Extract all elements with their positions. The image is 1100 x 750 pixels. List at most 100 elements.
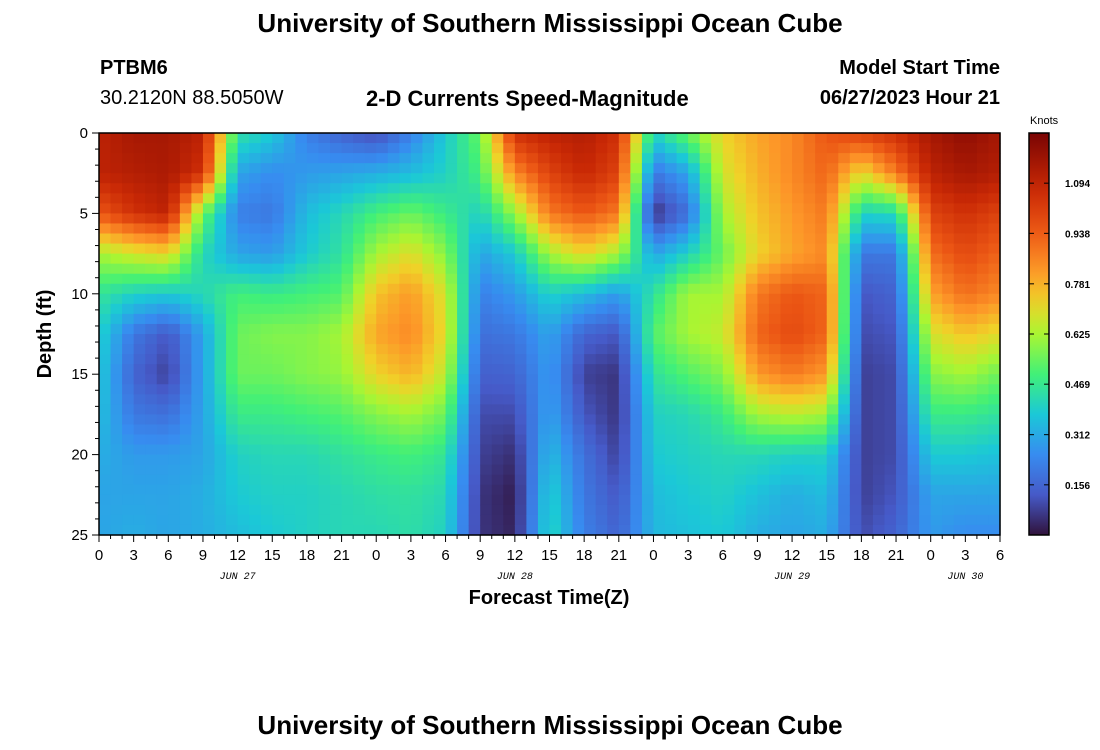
heatmap-cell — [156, 414, 169, 426]
heatmap-cell — [699, 233, 712, 245]
heatmap-cell — [988, 253, 1001, 265]
heatmap-cell — [572, 313, 585, 325]
heatmap-cell — [803, 394, 816, 405]
heatmap-cell — [792, 263, 805, 275]
heatmap-cell — [168, 504, 181, 516]
heatmap-cell — [676, 173, 689, 184]
heatmap-cell — [341, 233, 354, 245]
heatmap-cell — [618, 354, 631, 365]
heatmap-cell — [99, 263, 112, 275]
heatmap-cell — [699, 354, 712, 365]
heatmap-cell — [734, 283, 747, 295]
heatmap-cell — [318, 203, 331, 214]
heatmap-cell — [780, 233, 793, 245]
heatmap-cell — [872, 233, 886, 245]
heatmap-cell — [480, 153, 493, 164]
heatmap-cell — [757, 474, 770, 486]
heatmap-cell — [618, 524, 631, 536]
heatmap-cell — [699, 133, 712, 144]
heatmap-cell — [422, 334, 435, 345]
heatmap-cell — [595, 303, 608, 315]
heatmap-cell — [526, 384, 539, 395]
heatmap-cell — [283, 173, 296, 184]
heatmap-cell — [861, 334, 874, 345]
heatmap-cell — [283, 143, 296, 154]
heatmap-cell — [768, 454, 782, 466]
heatmap-cell — [849, 283, 862, 295]
heatmap-cell — [145, 173, 158, 184]
heatmap-cell — [330, 384, 343, 395]
heatmap-cell — [122, 404, 135, 415]
heatmap-cell — [457, 233, 470, 245]
heatmap-cell — [422, 253, 435, 265]
heatmap-cell — [919, 243, 932, 255]
heatmap-cell — [665, 414, 678, 426]
heatmap-cell — [156, 173, 169, 184]
heatmap-cell — [260, 404, 273, 415]
model-start-value: 06/27/2023 Hour 21 — [819, 87, 1000, 109]
heatmap-cell — [792, 354, 805, 365]
heatmap-cell — [249, 163, 262, 174]
heatmap-cell — [110, 173, 123, 184]
heatmap-cell — [330, 213, 343, 225]
heatmap-cell — [99, 303, 112, 315]
heatmap-cell — [364, 424, 377, 436]
heatmap-cell — [226, 233, 239, 245]
heatmap-cell — [757, 233, 770, 245]
heatmap-cell — [872, 213, 886, 225]
heatmap-cell — [711, 283, 724, 295]
heatmap-cell — [214, 193, 227, 204]
heatmap-cell — [919, 494, 932, 506]
heatmap-cell — [630, 143, 643, 154]
heatmap-cell — [457, 374, 470, 385]
heatmap-cell — [376, 504, 389, 516]
heatmap-cell — [849, 394, 862, 405]
heatmap-cell — [561, 183, 574, 194]
heatmap-cell — [653, 364, 666, 375]
heatmap-cell — [699, 484, 712, 496]
heatmap-cell — [976, 223, 990, 235]
heatmap-cell — [249, 253, 262, 265]
heatmap-cell — [191, 273, 204, 285]
heatmap-cell — [792, 283, 805, 295]
heatmap-cell — [214, 303, 227, 315]
heatmap-cell — [676, 474, 689, 486]
heatmap-cell — [145, 364, 158, 375]
heatmap-cell — [572, 494, 585, 506]
heatmap-cell — [156, 203, 169, 214]
heatmap-cell — [156, 153, 169, 164]
heatmap-cell — [364, 163, 377, 174]
heatmap-cell — [653, 223, 666, 235]
heatmap-cell — [133, 364, 146, 375]
heatmap-cell — [838, 153, 851, 164]
heatmap-cell — [503, 183, 516, 194]
heatmap-cell — [445, 494, 458, 506]
heatmap-cell — [410, 364, 424, 375]
heatmap-cell — [699, 143, 712, 154]
heatmap-cell — [468, 374, 481, 385]
heatmap-cell — [99, 283, 112, 295]
heatmap-cell — [272, 454, 285, 466]
heatmap-cell — [179, 374, 193, 385]
heatmap-cell — [330, 223, 343, 235]
heatmap-cell — [780, 474, 793, 486]
heatmap-cell — [803, 133, 816, 144]
heatmap-cell — [353, 213, 366, 225]
heatmap-cell — [526, 263, 539, 275]
heatmap-cell — [572, 504, 585, 516]
heatmap-cell — [422, 374, 435, 385]
heatmap-cell — [99, 173, 112, 184]
heatmap-cell — [884, 514, 897, 526]
heatmap-cell — [688, 434, 701, 446]
heatmap-cell — [815, 344, 828, 355]
heatmap-cell — [665, 163, 678, 174]
heatmap-cell — [988, 283, 1001, 295]
heatmap-cell — [976, 153, 990, 164]
heatmap-cell — [330, 283, 343, 295]
heatmap-cell — [537, 153, 551, 164]
heatmap-cell — [745, 293, 759, 305]
heatmap-cell — [457, 474, 470, 486]
y-tick-label: 5 — [80, 205, 88, 222]
heatmap-cell — [907, 454, 920, 466]
heatmap-cell — [641, 424, 655, 436]
